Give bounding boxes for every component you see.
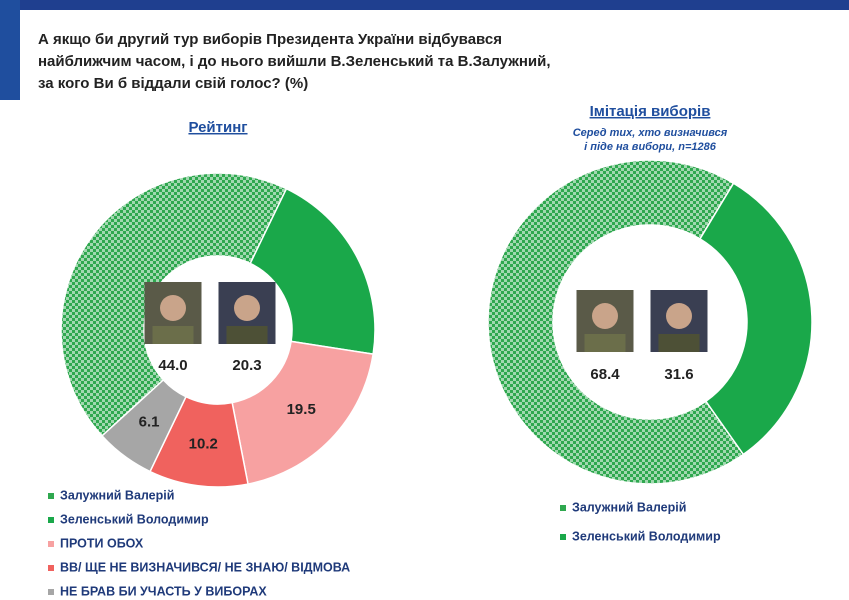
legend-marker bbox=[48, 565, 54, 571]
legend-label: НЕ БРАВ БИ УЧАСТЬ У ВИБОРАХ bbox=[60, 584, 267, 598]
portrait-face bbox=[592, 303, 618, 329]
value-label: 19.5 bbox=[287, 401, 316, 418]
header-bar bbox=[0, 0, 849, 10]
legend-marker bbox=[48, 517, 54, 523]
title-line: найближчим часом, і до нього вийшли В.Зе… bbox=[38, 53, 551, 70]
portrait-body bbox=[584, 334, 626, 352]
portrait-face bbox=[160, 295, 186, 321]
chart-subtitle: Серед тих, хто визначився bbox=[573, 127, 728, 139]
value-label: 6.1 bbox=[139, 414, 160, 431]
donut-segment bbox=[101, 378, 187, 473]
legend-label: Зеленський Володимир bbox=[60, 512, 209, 526]
portrait-body bbox=[152, 326, 194, 344]
donut-segment bbox=[487, 159, 745, 485]
legend-label: Зеленський Володимир bbox=[572, 529, 721, 543]
legend-marker bbox=[48, 541, 54, 547]
donut-segment bbox=[698, 182, 813, 456]
chart-subtitle: і піде на вибори, n=1286 bbox=[584, 141, 717, 153]
donut-segment bbox=[231, 340, 374, 485]
legend-label: Залужний Валерій bbox=[572, 500, 686, 514]
legend-marker bbox=[48, 589, 54, 595]
side-bar bbox=[0, 0, 20, 100]
chart-title: Рейтинг bbox=[188, 119, 247, 136]
legend-marker bbox=[560, 505, 566, 511]
value-label: 10.2 bbox=[189, 436, 218, 453]
value-label: 31.6 bbox=[664, 366, 693, 383]
portrait-body bbox=[658, 334, 700, 352]
title-line: за кого Ви б віддали свій голос? (%) bbox=[38, 75, 308, 92]
chart-title: Імітація виборів bbox=[590, 103, 711, 120]
legend-label: ПРОТИ ОБОХ bbox=[60, 536, 144, 550]
legend-label: Залужний Валерій bbox=[60, 488, 174, 502]
value-label: 20.3 bbox=[232, 357, 261, 374]
value-label: 44.0 bbox=[158, 357, 187, 374]
legend-marker bbox=[560, 534, 566, 540]
portrait-face bbox=[666, 303, 692, 329]
value-label: 68.4 bbox=[590, 366, 620, 383]
title-line: А якщо би другий тур виборів Президента … bbox=[38, 31, 502, 48]
portrait-body bbox=[226, 326, 268, 344]
legend-marker bbox=[48, 493, 54, 499]
legend-label: ВВ/ ЩЕ НЕ ВИЗНАЧИВСЯ/ НЕ ЗНАЮ/ ВІДМОВА bbox=[60, 560, 350, 574]
portrait-face bbox=[234, 295, 260, 321]
